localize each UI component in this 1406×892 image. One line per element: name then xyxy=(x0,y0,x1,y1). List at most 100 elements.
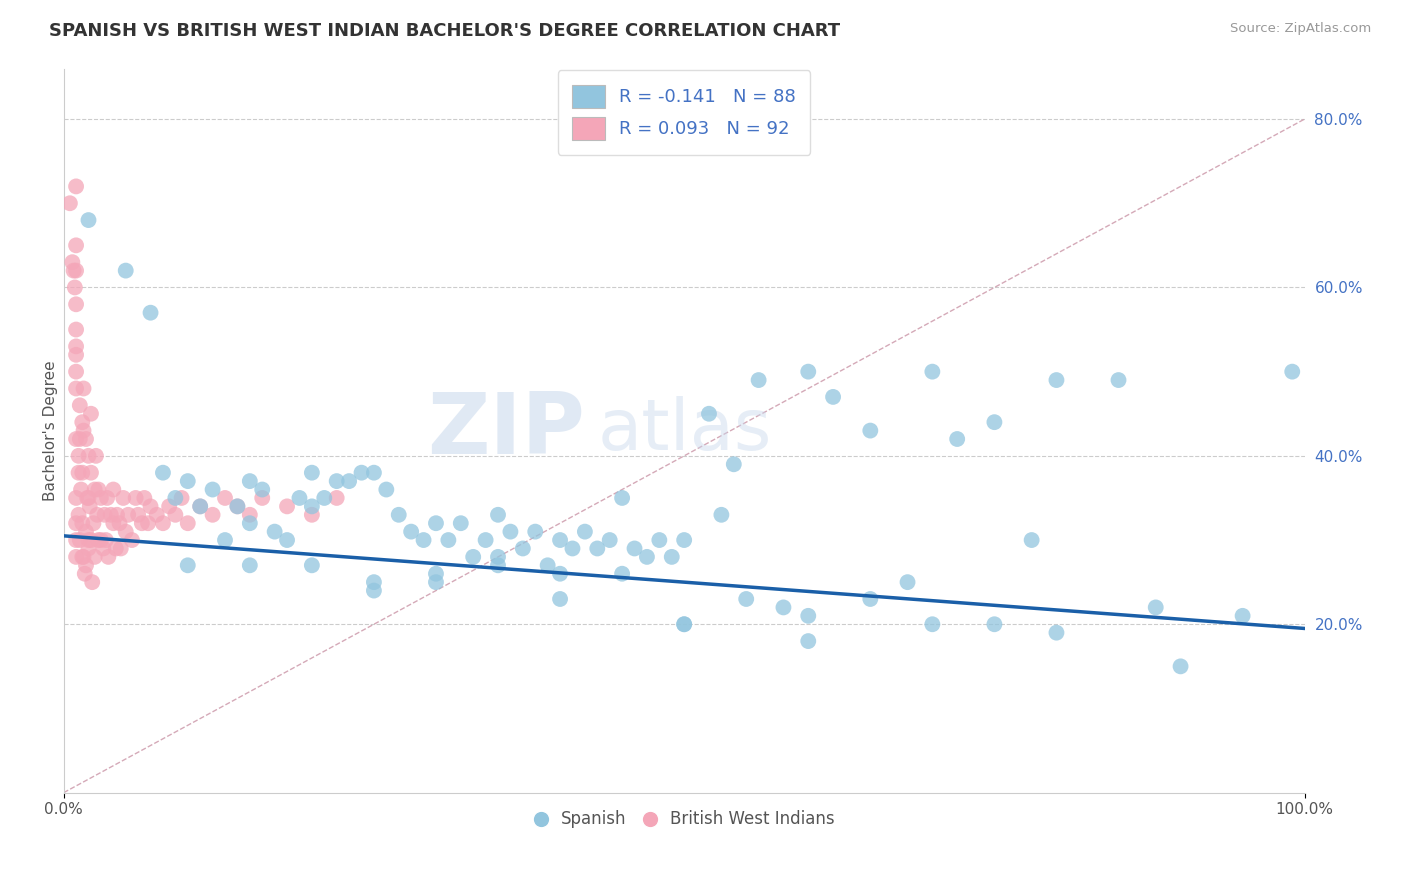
Point xyxy=(661,549,683,564)
Point xyxy=(921,365,943,379)
Point xyxy=(797,365,820,379)
Point xyxy=(474,533,496,547)
Point xyxy=(82,575,104,590)
Point xyxy=(239,508,262,522)
Point xyxy=(72,549,94,564)
Point xyxy=(325,491,347,505)
Point xyxy=(723,457,745,471)
Point xyxy=(139,306,162,320)
Point xyxy=(65,382,87,396)
Point xyxy=(797,634,820,648)
Point xyxy=(112,491,135,505)
Point xyxy=(77,491,100,505)
Point xyxy=(77,533,100,547)
Point xyxy=(110,541,132,556)
Point xyxy=(1281,365,1303,379)
Point xyxy=(100,508,122,522)
Point xyxy=(263,524,285,539)
Point xyxy=(748,373,770,387)
Point xyxy=(73,566,96,581)
Point xyxy=(65,348,87,362)
Point xyxy=(1045,625,1067,640)
Point xyxy=(214,491,236,505)
Point xyxy=(72,382,94,396)
Text: atlas: atlas xyxy=(598,396,772,465)
Point xyxy=(896,575,918,590)
Point xyxy=(108,516,131,531)
Point xyxy=(425,575,447,590)
Point xyxy=(72,516,94,531)
Point xyxy=(152,466,174,480)
Point xyxy=(486,558,509,573)
Point xyxy=(60,255,83,269)
Point xyxy=(375,483,398,497)
Point xyxy=(823,390,845,404)
Point xyxy=(201,483,224,497)
Y-axis label: Bachelor's Degree: Bachelor's Degree xyxy=(44,360,58,501)
Point xyxy=(946,432,969,446)
Point xyxy=(139,500,162,514)
Point xyxy=(188,500,211,514)
Point xyxy=(87,533,110,547)
Point xyxy=(301,500,323,514)
Point xyxy=(72,466,94,480)
Point xyxy=(170,491,193,505)
Point xyxy=(103,516,125,531)
Point xyxy=(599,533,621,547)
Point xyxy=(425,516,447,531)
Point xyxy=(145,508,167,522)
Point xyxy=(84,449,107,463)
Point xyxy=(67,508,90,522)
Point xyxy=(301,558,323,573)
Point xyxy=(337,474,360,488)
Point xyxy=(79,500,101,514)
Point xyxy=(65,491,87,505)
Point xyxy=(87,483,110,497)
Point xyxy=(772,600,794,615)
Point xyxy=(610,566,633,581)
Point xyxy=(499,524,522,539)
Point xyxy=(177,558,200,573)
Point xyxy=(921,617,943,632)
Point xyxy=(463,549,485,564)
Point xyxy=(1232,608,1254,623)
Point xyxy=(72,424,94,438)
Point xyxy=(363,466,385,480)
Point xyxy=(165,491,187,505)
Point xyxy=(252,491,274,505)
Point xyxy=(548,592,571,607)
Point xyxy=(134,491,156,505)
Point xyxy=(76,491,98,505)
Point xyxy=(152,516,174,531)
Point xyxy=(83,483,105,497)
Point xyxy=(301,508,323,522)
Point xyxy=(363,575,385,590)
Point xyxy=(276,500,298,514)
Point xyxy=(412,533,434,547)
Point xyxy=(548,566,571,581)
Point xyxy=(735,592,758,607)
Point xyxy=(252,483,274,497)
Point xyxy=(673,617,696,632)
Point xyxy=(226,500,249,514)
Point xyxy=(70,483,93,497)
Point xyxy=(80,533,103,547)
Point xyxy=(72,415,94,429)
Point xyxy=(239,516,262,531)
Text: SPANISH VS BRITISH WEST INDIAN BACHELOR'S DEGREE CORRELATION CHART: SPANISH VS BRITISH WEST INDIAN BACHELOR'… xyxy=(49,22,841,40)
Point xyxy=(82,516,104,531)
Point xyxy=(363,583,385,598)
Point xyxy=(561,541,583,556)
Point xyxy=(103,483,125,497)
Point xyxy=(65,533,87,547)
Point xyxy=(114,263,136,277)
Point xyxy=(710,508,733,522)
Point xyxy=(623,541,645,556)
Point xyxy=(177,474,200,488)
Text: Source: ZipAtlas.com: Source: ZipAtlas.com xyxy=(1230,22,1371,36)
Point xyxy=(437,533,460,547)
Point xyxy=(62,263,84,277)
Point xyxy=(80,407,103,421)
Point xyxy=(697,407,720,421)
Point xyxy=(77,449,100,463)
